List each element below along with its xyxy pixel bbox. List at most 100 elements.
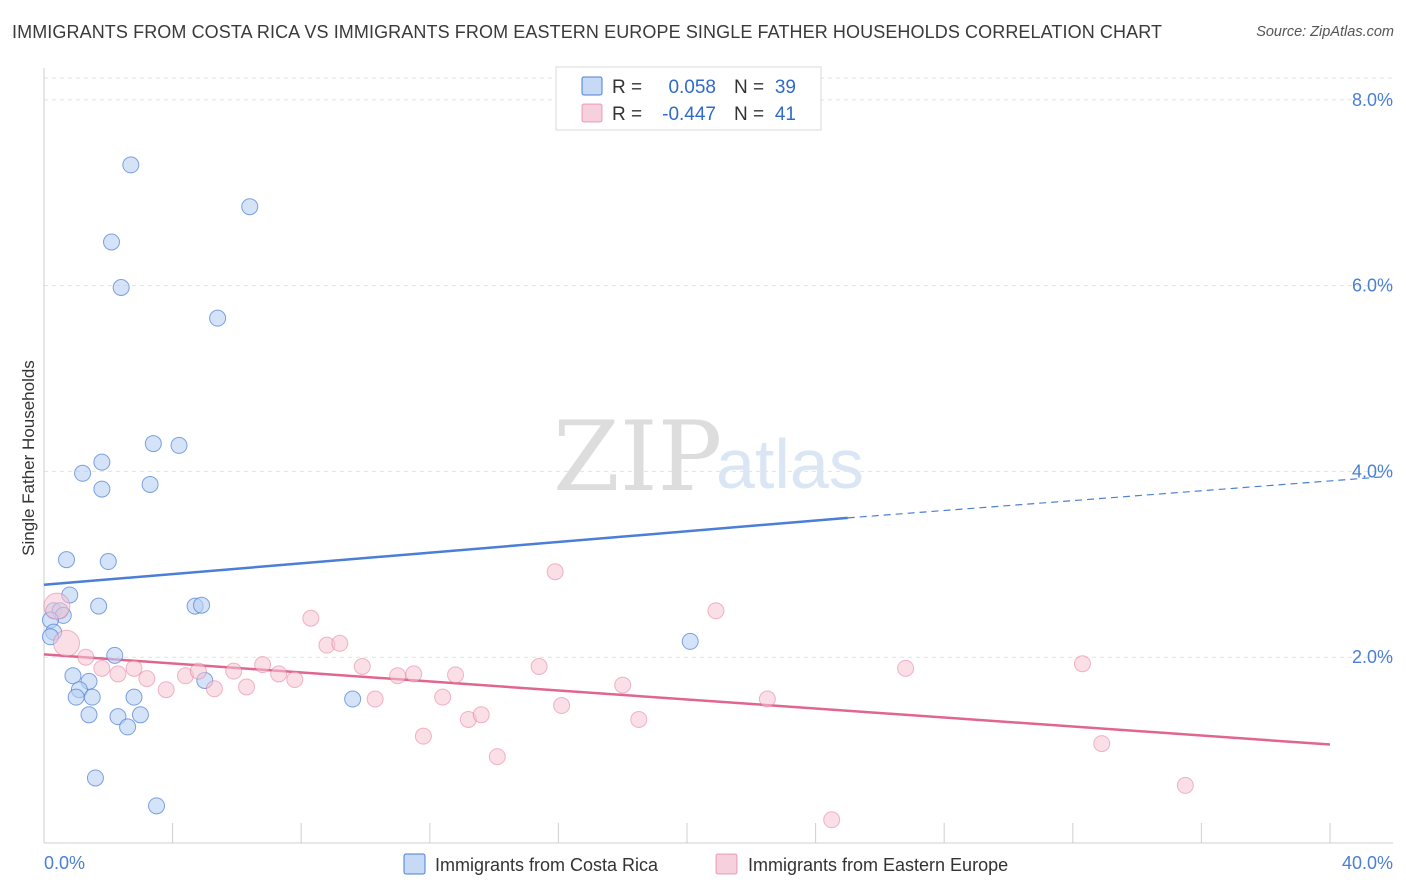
stats-r-value-1: -0.447 bbox=[662, 104, 716, 125]
point-costa-rica-14 bbox=[90, 597, 108, 615]
trend-line-costa-rica bbox=[43, 516, 848, 587]
point-costa-rica-37 bbox=[86, 769, 104, 787]
source-label: Source: ZipAtlas.com bbox=[1256, 24, 1394, 40]
point-costa-rica-12 bbox=[99, 553, 117, 571]
point-eastern-europe-5 bbox=[109, 665, 127, 683]
point-eastern-europe-24 bbox=[434, 688, 452, 706]
point-costa-rica-30 bbox=[83, 688, 101, 706]
point-eastern-europe-20 bbox=[366, 690, 384, 708]
point-eastern-europe-35 bbox=[758, 690, 776, 708]
data-points bbox=[41, 156, 1194, 829]
stats-n-value-0: 39 bbox=[775, 77, 796, 98]
stats-n-label-1: N = bbox=[734, 104, 764, 125]
point-costa-rica-9 bbox=[141, 475, 159, 493]
trend-line-costa-rica-extension bbox=[847, 476, 1383, 519]
point-costa-rica-29 bbox=[67, 688, 85, 706]
point-eastern-europe-22 bbox=[405, 665, 423, 683]
point-costa-rica-25 bbox=[64, 667, 82, 685]
x-tick-label-min: 0.0% bbox=[44, 853, 85, 873]
point-eastern-europe-32 bbox=[614, 676, 632, 694]
watermark: ZIP atlas bbox=[553, 401, 864, 513]
point-eastern-europe-16 bbox=[302, 609, 320, 627]
point-costa-rica-5 bbox=[144, 435, 162, 453]
point-eastern-europe-13 bbox=[254, 656, 272, 674]
point-eastern-europe-39 bbox=[1093, 735, 1111, 753]
stats-n-value-1: 41 bbox=[775, 104, 796, 125]
point-eastern-europe-15 bbox=[286, 671, 304, 689]
stats-r-value-0: 0.058 bbox=[668, 77, 716, 98]
point-eastern-europe-4 bbox=[125, 659, 143, 677]
y-tick-label-8: 8.0% bbox=[1352, 90, 1393, 110]
point-eastern-europe-27 bbox=[472, 706, 490, 724]
stats-swatch-costa-rica bbox=[581, 76, 603, 96]
point-costa-rica-11 bbox=[58, 551, 76, 569]
y-tick-labels: 2.0% 4.0% 6.0% 8.0% bbox=[1352, 90, 1393, 667]
point-eastern-europe-18 bbox=[331, 634, 349, 652]
point-costa-rica-4 bbox=[209, 309, 227, 327]
point-costa-rica-32 bbox=[344, 690, 362, 708]
gridlines bbox=[44, 77, 1393, 658]
point-costa-rica-31 bbox=[125, 688, 143, 706]
point-costa-rica-23 bbox=[681, 632, 699, 650]
stats-r-label-0: R = bbox=[612, 77, 642, 98]
point-eastern-europe-31 bbox=[553, 697, 571, 715]
point-costa-rica-6 bbox=[170, 436, 188, 454]
point-costa-rica-1 bbox=[241, 198, 259, 216]
watermark-atlas-text: atlas bbox=[716, 425, 864, 503]
point-eastern-europe-29 bbox=[530, 658, 548, 676]
point-costa-rica-0 bbox=[122, 156, 140, 174]
point-eastern-europe-36 bbox=[823, 811, 841, 829]
legend-label-costa-rica: Immigrants from Costa Rica bbox=[435, 855, 659, 875]
y-tick-label-4: 4.0% bbox=[1352, 461, 1393, 481]
point-eastern-europe-6 bbox=[138, 670, 156, 688]
point-eastern-europe-23 bbox=[414, 727, 432, 745]
point-eastern-europe-40 bbox=[1176, 776, 1194, 794]
point-eastern-europe-10 bbox=[205, 680, 223, 698]
x-tick-label-max: 40.0% bbox=[1342, 853, 1393, 873]
y-axis-title: Single Father Households bbox=[19, 360, 38, 556]
point-costa-rica-8 bbox=[74, 464, 92, 482]
point-eastern-europe-28 bbox=[488, 748, 506, 766]
point-eastern-europe-30 bbox=[546, 563, 564, 581]
point-eastern-europe-1 bbox=[53, 629, 81, 657]
stats-swatch-eastern-europe bbox=[581, 103, 603, 123]
point-eastern-europe-3 bbox=[93, 659, 111, 677]
point-eastern-europe-11 bbox=[225, 662, 243, 680]
stats-n-label-0: N = bbox=[734, 77, 764, 98]
point-eastern-europe-9 bbox=[189, 662, 207, 680]
point-costa-rica-36 bbox=[119, 718, 137, 736]
point-eastern-europe-14 bbox=[270, 665, 288, 683]
point-costa-rica-16 bbox=[193, 596, 211, 614]
point-eastern-europe-21 bbox=[389, 667, 407, 685]
point-costa-rica-2 bbox=[103, 233, 121, 251]
point-eastern-europe-33 bbox=[630, 710, 648, 728]
point-eastern-europe-7 bbox=[157, 681, 175, 699]
legend-label-eastern-europe: Immigrants from Eastern Europe bbox=[748, 855, 1008, 875]
point-eastern-europe-0 bbox=[43, 592, 71, 620]
point-eastern-europe-34 bbox=[707, 602, 725, 620]
point-costa-rica-38 bbox=[148, 797, 166, 815]
watermark-zip-text: ZIP bbox=[553, 401, 722, 513]
stats-r-label-1: R = bbox=[612, 104, 642, 125]
point-eastern-europe-19 bbox=[353, 658, 371, 676]
point-costa-rica-35 bbox=[131, 706, 149, 724]
point-costa-rica-24 bbox=[106, 646, 124, 664]
series-legend: Immigrants from Costa Rica Immigrants fr… bbox=[403, 853, 1008, 875]
point-costa-rica-33 bbox=[80, 706, 98, 724]
chart-title: IMMIGRANTS FROM COSTA RICA VS IMMIGRANTS… bbox=[12, 22, 1163, 42]
y-tick-label-2: 2.0% bbox=[1352, 647, 1393, 667]
legend-swatch-costa-rica bbox=[403, 853, 426, 875]
y-tick-label-6: 6.0% bbox=[1352, 276, 1393, 296]
point-costa-rica-3 bbox=[112, 279, 130, 297]
point-eastern-europe-25 bbox=[447, 666, 465, 684]
point-eastern-europe-38 bbox=[1073, 655, 1091, 673]
point-eastern-europe-37 bbox=[897, 659, 915, 677]
legend-swatch-eastern-europe bbox=[715, 853, 738, 875]
stats-legend: R = 0.058 N = 39 R = -0.447 N = 41 bbox=[555, 66, 822, 131]
axes bbox=[43, 68, 1393, 844]
point-costa-rica-10 bbox=[93, 480, 111, 498]
point-costa-rica-7 bbox=[93, 453, 111, 471]
point-eastern-europe-12 bbox=[238, 678, 256, 696]
point-eastern-europe-2 bbox=[77, 648, 95, 666]
